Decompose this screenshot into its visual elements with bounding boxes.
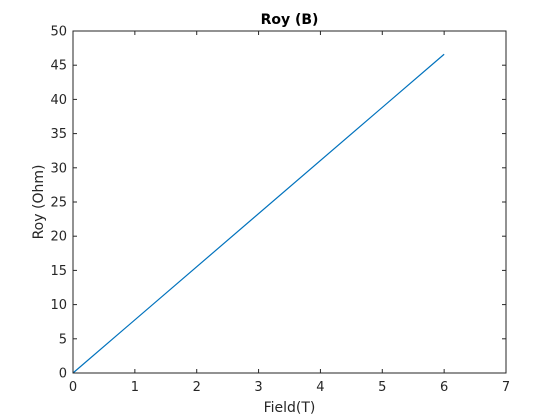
y-tick-label: 45 [50,59,67,74]
series-line [72,53,445,374]
x-tick-label: 0 [69,380,77,395]
x-tick-label: 5 [378,380,386,395]
y-tick-label: 5 [59,332,67,347]
x-tick-label: 6 [440,380,448,395]
x-tick-label: 3 [254,380,262,395]
y-tick-label: 40 [50,93,67,108]
y-tick-label: 0 [59,367,67,382]
y-tick-label: 25 [50,196,67,211]
plot-area-background [73,31,506,373]
y-tick-label: 50 [50,25,67,40]
chart-title: Roy (B) [261,12,319,28]
y-tick-label: 15 [50,264,67,279]
x-tick-labels: 0 1 2 3 4 5 6 7 [69,380,510,395]
plot-area-box [72,30,507,374]
series-layer [72,53,445,374]
x-tick-label: 7 [502,380,510,395]
y-tick-label: 10 [50,298,67,313]
x-tick-label: 4 [316,380,324,395]
x-tick-label: 2 [193,380,201,395]
y-tick-labels: 0 5 10 15 20 25 30 35 40 45 50 [50,25,67,382]
y-tick-label: 20 [50,230,67,245]
x-tick-label: 1 [131,380,139,395]
y-tick-label: 30 [50,161,67,176]
y-axis-label: Roy (Ohm) [31,165,47,240]
x-axis-label: Field(T) [264,400,316,416]
y-tick-label: 35 [50,127,67,142]
